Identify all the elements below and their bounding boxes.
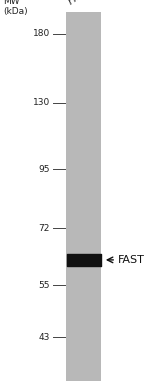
Text: MW
(kDa): MW (kDa) <box>3 0 28 16</box>
Text: 55: 55 <box>39 281 50 290</box>
Text: 180: 180 <box>33 29 50 38</box>
Text: 72: 72 <box>39 224 50 233</box>
Text: 130: 130 <box>33 99 50 107</box>
Text: 95: 95 <box>39 165 50 174</box>
Bar <box>66 12 101 381</box>
Text: FAST: FAST <box>118 255 144 265</box>
Text: HeLa: HeLa <box>66 0 95 6</box>
Text: 43: 43 <box>39 333 50 342</box>
